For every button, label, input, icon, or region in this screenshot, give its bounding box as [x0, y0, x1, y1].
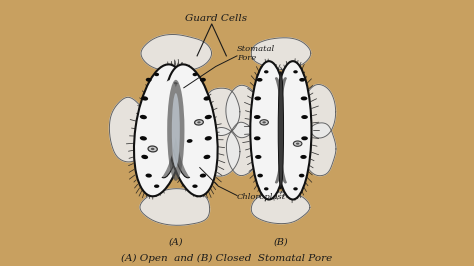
Text: Guard Cells: Guard Cells: [185, 14, 247, 23]
Ellipse shape: [264, 187, 268, 190]
Polygon shape: [203, 88, 240, 136]
Ellipse shape: [274, 61, 311, 200]
Polygon shape: [227, 122, 259, 176]
Ellipse shape: [167, 80, 184, 181]
Ellipse shape: [205, 136, 212, 140]
Ellipse shape: [277, 77, 293, 184]
Ellipse shape: [146, 78, 152, 82]
Ellipse shape: [257, 78, 263, 82]
Polygon shape: [226, 85, 259, 138]
Ellipse shape: [205, 115, 212, 119]
Ellipse shape: [164, 64, 218, 196]
Ellipse shape: [168, 83, 195, 178]
Text: Stomatal
Pore: Stomatal Pore: [237, 45, 275, 62]
Ellipse shape: [200, 78, 206, 82]
Polygon shape: [303, 85, 336, 138]
Ellipse shape: [140, 136, 147, 140]
Ellipse shape: [264, 70, 268, 73]
Ellipse shape: [260, 120, 268, 125]
Ellipse shape: [255, 155, 262, 159]
Ellipse shape: [197, 121, 201, 123]
Ellipse shape: [154, 73, 159, 76]
Ellipse shape: [301, 96, 307, 101]
Ellipse shape: [268, 77, 284, 184]
Ellipse shape: [141, 96, 148, 101]
Ellipse shape: [263, 121, 266, 123]
Ellipse shape: [293, 70, 298, 73]
Ellipse shape: [187, 139, 192, 143]
Ellipse shape: [255, 96, 261, 101]
Ellipse shape: [203, 96, 210, 101]
Text: (A) Open  and (B) Closed  Stomatal Pore: (A) Open and (B) Closed Stomatal Pore: [121, 253, 332, 263]
Polygon shape: [304, 123, 336, 176]
Polygon shape: [141, 35, 211, 72]
Ellipse shape: [200, 173, 206, 178]
Ellipse shape: [301, 115, 308, 119]
Ellipse shape: [156, 83, 183, 178]
Ellipse shape: [151, 148, 155, 150]
Ellipse shape: [203, 155, 210, 159]
Ellipse shape: [293, 187, 298, 190]
Ellipse shape: [141, 155, 148, 159]
Ellipse shape: [148, 146, 157, 152]
Polygon shape: [140, 189, 210, 225]
Ellipse shape: [146, 173, 152, 178]
Ellipse shape: [254, 115, 261, 119]
Polygon shape: [109, 97, 147, 162]
Ellipse shape: [293, 141, 302, 146]
Text: Chloroplast: Chloroplast: [237, 193, 286, 201]
Ellipse shape: [250, 61, 288, 200]
Ellipse shape: [257, 174, 263, 177]
Text: (B): (B): [273, 238, 288, 247]
Ellipse shape: [299, 174, 304, 177]
Ellipse shape: [301, 136, 308, 140]
Ellipse shape: [154, 185, 159, 188]
Polygon shape: [251, 38, 311, 69]
Polygon shape: [202, 127, 240, 176]
Polygon shape: [251, 192, 310, 224]
Ellipse shape: [148, 80, 178, 180]
Text: (A): (A): [169, 238, 183, 247]
Ellipse shape: [192, 185, 198, 188]
Ellipse shape: [296, 143, 300, 145]
Ellipse shape: [173, 80, 203, 180]
Ellipse shape: [172, 93, 180, 168]
Ellipse shape: [262, 74, 281, 186]
Ellipse shape: [134, 64, 187, 196]
Ellipse shape: [281, 74, 300, 186]
Ellipse shape: [299, 78, 305, 82]
Ellipse shape: [192, 73, 197, 76]
Ellipse shape: [140, 115, 147, 119]
Ellipse shape: [278, 72, 283, 189]
Ellipse shape: [301, 155, 307, 159]
Ellipse shape: [254, 136, 261, 140]
Ellipse shape: [195, 120, 203, 125]
